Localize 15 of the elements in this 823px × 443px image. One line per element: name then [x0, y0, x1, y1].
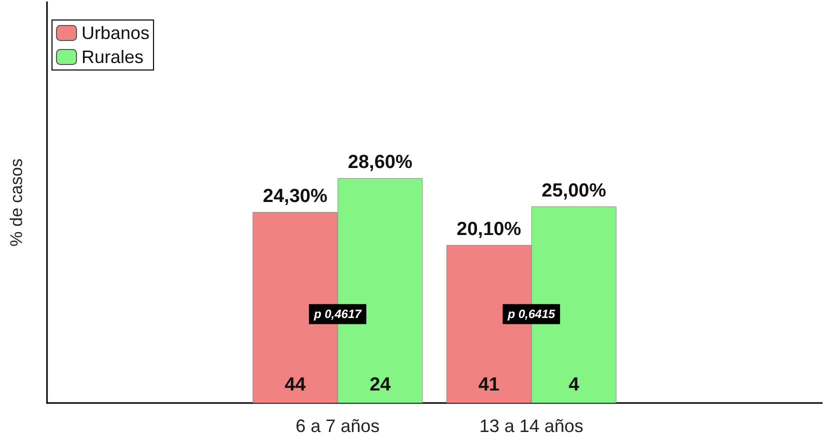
data-label: 25,00% — [542, 180, 606, 202]
data-label: 24,30% — [262, 186, 328, 207]
x-tick-label: 13 a 14 años — [479, 416, 584, 436]
annotation: 44 — [284, 374, 306, 396]
x-tick-label: 6 a 7 años — [296, 416, 380, 436]
legend-label: Rurales — [82, 47, 144, 67]
data-label: 28,60% — [348, 152, 412, 174]
y-axis-title: % de casos — [7, 158, 26, 246]
legend-label: Urbanos — [82, 23, 150, 43]
annotation: 41 — [478, 374, 500, 396]
annotation: p 0,6415 — [506, 307, 556, 322]
annotation: p 0,4617 — [312, 307, 363, 322]
annotation: 4 — [568, 374, 580, 396]
annotation: 24 — [370, 374, 392, 396]
data-label: 20,10% — [456, 218, 522, 240]
